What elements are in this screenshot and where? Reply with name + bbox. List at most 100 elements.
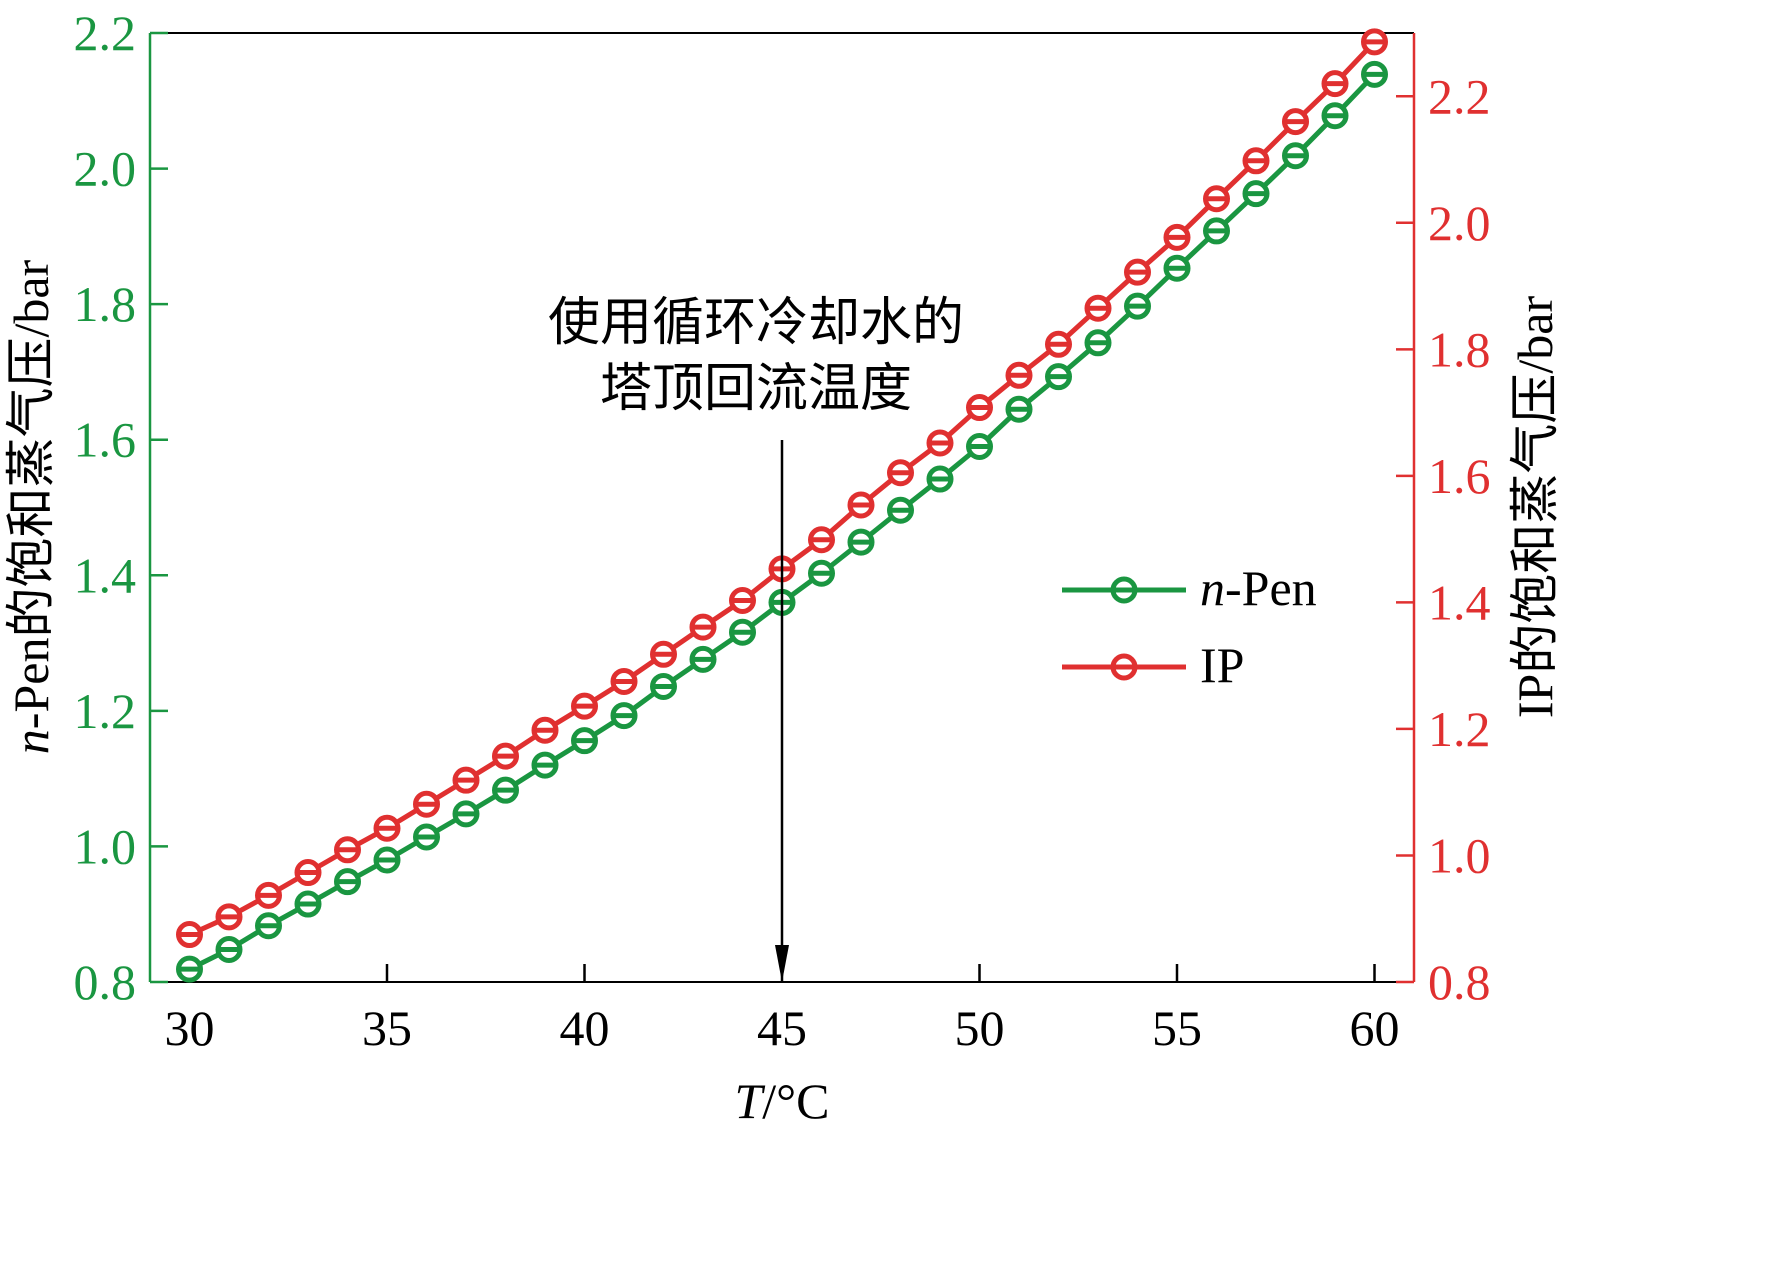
y-right-tick-label: 1.8 [1428, 321, 1491, 377]
data-point-ip [413, 790, 440, 818]
data-point-n-pen [1124, 292, 1151, 320]
data-point-ip [1005, 361, 1033, 389]
data-point-ip [294, 859, 322, 887]
data-point-n-pen [176, 955, 203, 983]
y-left-tick-label: 2.0 [74, 141, 137, 197]
x-tick-label: 40 [560, 1000, 610, 1056]
y-right-tick-label: 0.8 [1428, 954, 1491, 1010]
y-right-tick-label: 1.6 [1428, 448, 1491, 504]
x-tick-label: 30 [165, 1000, 215, 1056]
data-point-n-pen [610, 702, 638, 730]
data-point-ip [610, 667, 638, 695]
data-point-n-pen [1005, 395, 1033, 423]
data-point-ip [334, 836, 361, 864]
legend-label-ip: IP [1200, 637, 1244, 693]
y-left-tick-label: 2.2 [74, 5, 137, 61]
y-left-axis-ticks: 0.8 1.0 1.2 1.4 1.6 1.8 2.0 2.2 [74, 5, 168, 1010]
x-tick-label: 55 [1152, 1000, 1202, 1056]
y-left-tick-label: 1.4 [74, 547, 137, 603]
data-point-ip [1045, 330, 1072, 358]
data-point-n-pen [689, 645, 717, 673]
y-left-tick-label: 1.6 [74, 412, 137, 468]
data-point-ip [1321, 70, 1349, 98]
data-point-ip [847, 491, 875, 519]
data-point-ip [1084, 294, 1112, 322]
data-point-n-pen [650, 672, 677, 700]
y-right-tick-label: 2.0 [1428, 195, 1491, 251]
data-point-n-pen [1084, 329, 1112, 357]
x-tick-label: 60 [1350, 1000, 1400, 1056]
data-point-ip [1242, 147, 1270, 175]
x-tick-label: 50 [955, 1000, 1005, 1056]
data-point-ip [215, 903, 243, 931]
data-point-n-pen [847, 528, 875, 556]
annotation: 使用循环冷却水的 塔顶回流温度 [548, 295, 964, 982]
data-point-ip [255, 881, 282, 909]
data-point-n-pen [334, 868, 361, 896]
data-point-n-pen [531, 751, 559, 779]
data-point-ip [492, 742, 519, 770]
data-point-ip [571, 692, 598, 720]
data-point-ip [176, 921, 203, 949]
annotation-line-1: 使用循环冷却水的 [548, 295, 964, 352]
legend-label-n-pen: n-Pen [1200, 560, 1317, 616]
data-point-n-pen [1163, 254, 1191, 282]
data-point-n-pen [413, 823, 440, 851]
y-right-tick-label: 1.0 [1428, 827, 1491, 883]
data-point-n-pen [1321, 102, 1349, 130]
series-ip [176, 28, 1388, 949]
legend-item-n-pen: n-Pen [1062, 560, 1317, 616]
data-point-ip [373, 814, 401, 842]
data-point-ip [650, 640, 677, 668]
y-right-axis-ticks: 0.8 1.0 1.2 1.4 1.6 1.8 2.0 2.2 [1396, 68, 1491, 1010]
data-point-ip [1124, 258, 1151, 286]
legend: n-Pen IP [1062, 560, 1317, 693]
annotation-arrowhead [775, 945, 789, 982]
data-point-ip [689, 613, 717, 641]
x-tick-label: 45 [757, 1000, 807, 1056]
x-axis-label: T/°C [734, 1073, 829, 1129]
data-point-n-pen [294, 890, 322, 918]
data-point-ip [1203, 185, 1230, 213]
data-point-ip [887, 459, 914, 487]
data-point-n-pen [1045, 363, 1072, 391]
data-point-ip [729, 587, 756, 615]
series-n-pen [176, 60, 1388, 983]
y-left-tick-label: 0.8 [74, 954, 137, 1010]
data-point-ip [1361, 28, 1388, 56]
data-point-ip [926, 429, 954, 457]
x-tick-label: 35 [362, 1000, 412, 1056]
data-point-n-pen [1242, 180, 1270, 208]
plot-frame [148, 32, 1416, 983]
data-point-n-pen [571, 727, 598, 755]
y-right-tick-label: 2.2 [1428, 68, 1491, 124]
y-right-axis-label: IP的饱和蒸气压/bar [1507, 296, 1563, 719]
data-point-ip [1282, 108, 1309, 136]
data-point-n-pen [887, 496, 914, 524]
y-right-tick-label: 1.4 [1428, 574, 1491, 630]
data-point-ip [808, 526, 835, 554]
series-layer [176, 28, 1388, 983]
data-point-n-pen [492, 776, 519, 804]
data-point-n-pen [966, 432, 993, 460]
data-point-n-pen [452, 800, 480, 828]
data-point-n-pen [255, 912, 282, 940]
y-left-tick-label: 1.0 [74, 818, 137, 874]
data-point-n-pen [1203, 217, 1230, 245]
data-point-n-pen [215, 935, 243, 963]
y-right-tick-label: 1.2 [1428, 701, 1491, 757]
data-point-n-pen [373, 846, 401, 874]
y-left-axis-label: n-Pen的饱和蒸气压/bar [3, 259, 59, 754]
data-point-ip [531, 716, 559, 744]
x-axis-ticks: 30 35 40 45 50 55 60 [165, 964, 1400, 1056]
annotation-line-2: 塔顶回流温度 [600, 361, 912, 418]
data-point-n-pen [1361, 60, 1388, 88]
data-point-n-pen [808, 559, 835, 587]
data-point-ip [966, 394, 993, 422]
data-point-n-pen [729, 618, 756, 646]
data-point-ip [1163, 223, 1191, 251]
data-point-ip [452, 766, 480, 794]
y-left-tick-label: 1.2 [74, 683, 137, 739]
data-point-n-pen [926, 465, 954, 493]
